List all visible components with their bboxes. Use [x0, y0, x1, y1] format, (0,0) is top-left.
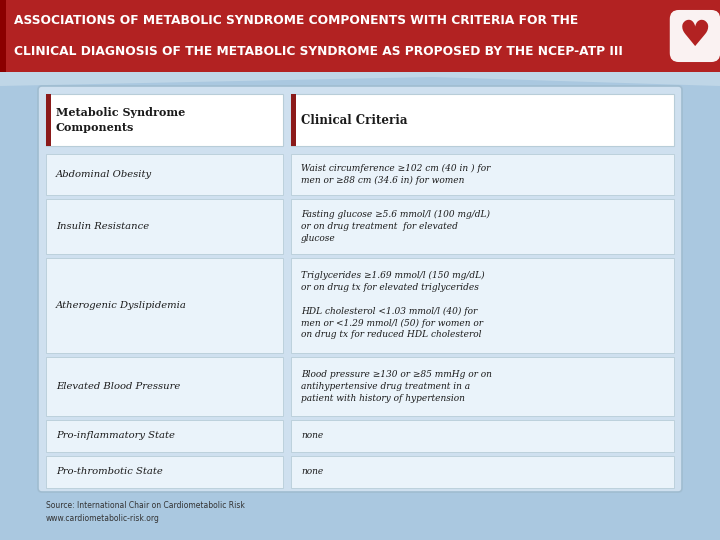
Text: Clinical Criteria: Clinical Criteria — [301, 113, 408, 126]
Text: Elevated Blood Pressure: Elevated Blood Pressure — [56, 382, 180, 391]
Text: Insulin Resistance: Insulin Resistance — [56, 222, 149, 231]
Polygon shape — [0, 72, 720, 86]
Text: Pro-thrombotic State: Pro-thrombotic State — [56, 468, 163, 476]
FancyBboxPatch shape — [46, 258, 283, 353]
Bar — [46, 94, 51, 146]
FancyBboxPatch shape — [46, 456, 283, 488]
FancyBboxPatch shape — [38, 86, 682, 492]
Text: none: none — [301, 431, 323, 441]
FancyBboxPatch shape — [291, 258, 674, 353]
Text: ASSOCIATIONS OF METABOLIC SYNDROME COMPONENTS WITH CRITERIA FOR THE: ASSOCIATIONS OF METABOLIC SYNDROME COMPO… — [14, 14, 578, 26]
FancyBboxPatch shape — [46, 199, 283, 254]
Text: Metabolic Syndrome
Components: Metabolic Syndrome Components — [56, 107, 185, 133]
FancyBboxPatch shape — [46, 94, 283, 146]
FancyBboxPatch shape — [291, 456, 674, 488]
FancyBboxPatch shape — [291, 94, 674, 146]
FancyBboxPatch shape — [46, 420, 283, 452]
Text: Fasting glucose ≥5.6 mmol/l (100 mg/dL)
or on drug treatment  for elevated
gluco: Fasting glucose ≥5.6 mmol/l (100 mg/dL) … — [301, 210, 490, 242]
Bar — [0, 0, 720, 72]
Bar — [291, 94, 296, 146]
Text: Pro-inflammatory State: Pro-inflammatory State — [56, 431, 175, 441]
Text: Triglycerides ≥1.69 mmol/l (150 mg/dL)
or on drug tx for elevated triglycerides
: Triglycerides ≥1.69 mmol/l (150 mg/dL) o… — [301, 271, 485, 340]
Text: Atherogenic Dyslipidemia: Atherogenic Dyslipidemia — [56, 301, 187, 310]
FancyBboxPatch shape — [291, 199, 674, 254]
Text: Abdominal Obesity: Abdominal Obesity — [56, 170, 152, 179]
Text: CLINICAL DIAGNOSIS OF THE METABOLIC SYNDROME AS PROPOSED BY THE NCEP-ATP III: CLINICAL DIAGNOSIS OF THE METABOLIC SYND… — [14, 45, 623, 58]
FancyBboxPatch shape — [291, 154, 674, 195]
FancyBboxPatch shape — [291, 420, 674, 452]
FancyBboxPatch shape — [46, 154, 283, 195]
FancyBboxPatch shape — [46, 357, 283, 416]
Text: Blood pressure ≥130 or ≥85 mmHg or on
antihypertensive drug treatment in a
patie: Blood pressure ≥130 or ≥85 mmHg or on an… — [301, 370, 492, 403]
Text: Source: International Chair on Cardiometabolic Risk
www.cardiometabolic-risk.org: Source: International Chair on Cardiomet… — [46, 501, 245, 523]
Text: ♥: ♥ — [679, 19, 711, 53]
Text: none: none — [301, 468, 323, 476]
Bar — [0, 0, 6, 72]
FancyBboxPatch shape — [291, 357, 674, 416]
Text: Waist circumference ≥102 cm (40 in ) for
men or ≥88 cm (34.6 in) for women: Waist circumference ≥102 cm (40 in ) for… — [301, 164, 490, 185]
